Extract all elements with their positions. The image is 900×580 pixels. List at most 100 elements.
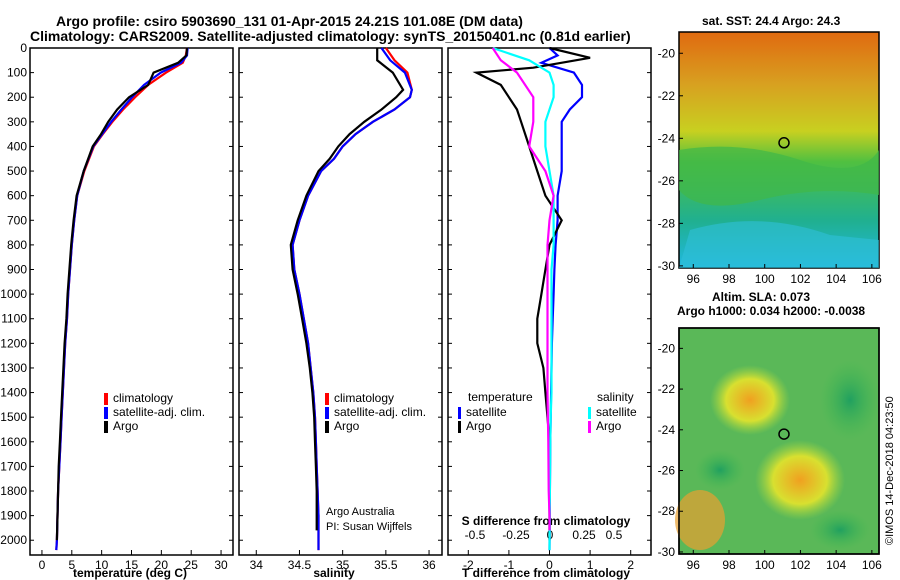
series-line-temperature-argo bbox=[472, 46, 591, 541]
series-line-climatology bbox=[291, 47, 413, 551]
sal-panel-frame bbox=[238, 47, 443, 556]
x-tick-label: 34.5 bbox=[288, 558, 312, 572]
x-tick-label: 25 bbox=[185, 558, 199, 572]
title-line-1: Argo profile: csiro 5903690_131 01-Apr-2… bbox=[56, 13, 523, 29]
y-tick-label: 600 bbox=[7, 189, 27, 203]
diff-legend-sal-argo: Argo bbox=[588, 419, 621, 433]
credit-line-1: Argo Australia bbox=[326, 506, 395, 518]
y-tick-label: 1200 bbox=[0, 336, 27, 350]
temp-legend-satellite: satellite-adj. clim. bbox=[104, 405, 205, 419]
series-line-climatology bbox=[55, 47, 189, 551]
x-tick-label: 10 bbox=[95, 558, 109, 572]
diff-legend-sal-header: salinity bbox=[597, 390, 634, 404]
s-tick-label: 0.5 bbox=[606, 528, 623, 542]
s-tick-label: -0.25 bbox=[502, 528, 530, 542]
x-axis-label: T difference from climatology bbox=[462, 566, 630, 580]
map-lon-label: 100 bbox=[755, 558, 775, 572]
map-lat-label: -22 bbox=[658, 89, 676, 103]
map-lat-label: -30 bbox=[658, 545, 676, 559]
map-lon-label: 98 bbox=[722, 558, 736, 572]
map-lon-label: 102 bbox=[790, 558, 810, 572]
temp-panel-frame bbox=[29, 47, 234, 556]
x-tick-label: 20 bbox=[155, 558, 169, 572]
sst-map-title: sat. SST: 24.4 Argo: 24.3 bbox=[702, 14, 841, 28]
y-tick-label: 500 bbox=[7, 164, 27, 178]
sal-legend-climatology: climatology bbox=[325, 391, 394, 405]
diff-legend-temp-sat: satellite bbox=[458, 405, 507, 419]
series-line-argo bbox=[55, 47, 189, 541]
sla-map-title-1: Altim. SLA: 0.073 bbox=[712, 290, 811, 304]
map-lat-label: -22 bbox=[658, 382, 676, 396]
y-tick-label: 200 bbox=[7, 90, 27, 104]
map-lon-label: 100 bbox=[755, 272, 775, 286]
x-tick-label: 2 bbox=[627, 558, 634, 572]
y-tick-label: 900 bbox=[7, 263, 27, 277]
map-lat-label: -26 bbox=[658, 174, 676, 188]
y-tick-label: 400 bbox=[7, 139, 27, 153]
x-axis-label: salinity bbox=[313, 566, 355, 580]
y-tick-label: 700 bbox=[7, 213, 27, 227]
sst-map bbox=[678, 31, 880, 269]
x-tick-label: 35.5 bbox=[374, 558, 398, 572]
map-lon-label: 106 bbox=[862, 272, 882, 286]
x-tick-label: 36 bbox=[422, 558, 436, 572]
y-tick-label: 300 bbox=[7, 115, 27, 129]
series-line-salinity-argo bbox=[491, 47, 555, 531]
y-tick-label: 1800 bbox=[0, 484, 27, 498]
temp-legend-climatology: climatology bbox=[104, 391, 173, 405]
x-tick-label: 35 bbox=[336, 558, 350, 572]
map-lat-label: -24 bbox=[658, 131, 676, 145]
map-lon-label: 104 bbox=[826, 272, 846, 286]
x-tick-label: -1 bbox=[504, 558, 515, 572]
y-tick-label: 1400 bbox=[0, 386, 27, 400]
map-lat-label: -20 bbox=[658, 46, 676, 60]
x-tick-label: 30 bbox=[214, 558, 228, 572]
x-tick-label: 0 bbox=[39, 558, 46, 572]
series-line-satellite-adj-clim- bbox=[291, 47, 413, 551]
y-tick-label: 1700 bbox=[0, 459, 27, 473]
s-tick-label: 0.25 bbox=[572, 528, 596, 542]
map-lat-label: -24 bbox=[658, 423, 676, 437]
map-lon-label: 96 bbox=[687, 558, 701, 572]
series-line-satellite-adj-clim- bbox=[55, 47, 189, 551]
y-tick-label: 1000 bbox=[0, 287, 27, 301]
x-tick-label: -2 bbox=[463, 558, 474, 572]
map-lon-label: 106 bbox=[862, 558, 882, 572]
sla-map-title-2: Argo h1000: 0.034 h2000: -0.0038 bbox=[677, 304, 866, 318]
y-tick-label: 100 bbox=[7, 66, 27, 80]
y-tick-label: 1500 bbox=[0, 410, 27, 424]
map-lat-label: -28 bbox=[658, 216, 676, 230]
y-tick-label: 2000 bbox=[0, 533, 27, 547]
y-tick-label: 0 bbox=[20, 41, 27, 55]
map-lat-label: -20 bbox=[658, 341, 676, 355]
sal-legend-argo: Argo bbox=[325, 419, 359, 433]
y-tick-label: 1100 bbox=[1, 312, 27, 326]
x-tick-label: 5 bbox=[68, 558, 75, 572]
x-tick-label: 15 bbox=[125, 558, 139, 572]
x-axis-label-2: S difference from climatology bbox=[462, 514, 631, 528]
float-location-marker bbox=[778, 137, 790, 149]
map-lon-label: 102 bbox=[790, 272, 810, 286]
s-tick-label: -0.5 bbox=[465, 528, 486, 542]
y-tick-label: 1600 bbox=[0, 435, 27, 449]
float-location-marker bbox=[778, 428, 790, 440]
temp-legend-argo: Argo bbox=[104, 419, 138, 433]
sal-legend-satellite: satellite-adj. clim. bbox=[325, 405, 426, 419]
x-tick-label: 34 bbox=[250, 558, 264, 572]
series-line-salinity-satellite bbox=[492, 46, 555, 551]
title-line-2: Climatology: CARS2009. Satellite-adjuste… bbox=[30, 28, 631, 44]
y-tick-label: 1300 bbox=[0, 361, 27, 375]
series-line-argo bbox=[289, 48, 405, 531]
diff-legend-sal-sat: satellite bbox=[588, 405, 637, 419]
diff-legend-temp-argo: Argo bbox=[458, 419, 491, 433]
y-tick-label: 1900 bbox=[0, 509, 27, 523]
credit-side: ©IMOS 14-Dec-2018 04:23:50 bbox=[884, 396, 896, 545]
map-lat-label: -30 bbox=[658, 259, 676, 273]
map-lon-label: 104 bbox=[826, 558, 846, 572]
map-lat-label: -28 bbox=[658, 504, 676, 518]
x-tick-label: 1 bbox=[587, 558, 594, 572]
map-lat-label: -26 bbox=[658, 464, 676, 478]
x-axis-label: temperature (deg C) bbox=[73, 566, 187, 580]
sla-map bbox=[675, 327, 880, 555]
